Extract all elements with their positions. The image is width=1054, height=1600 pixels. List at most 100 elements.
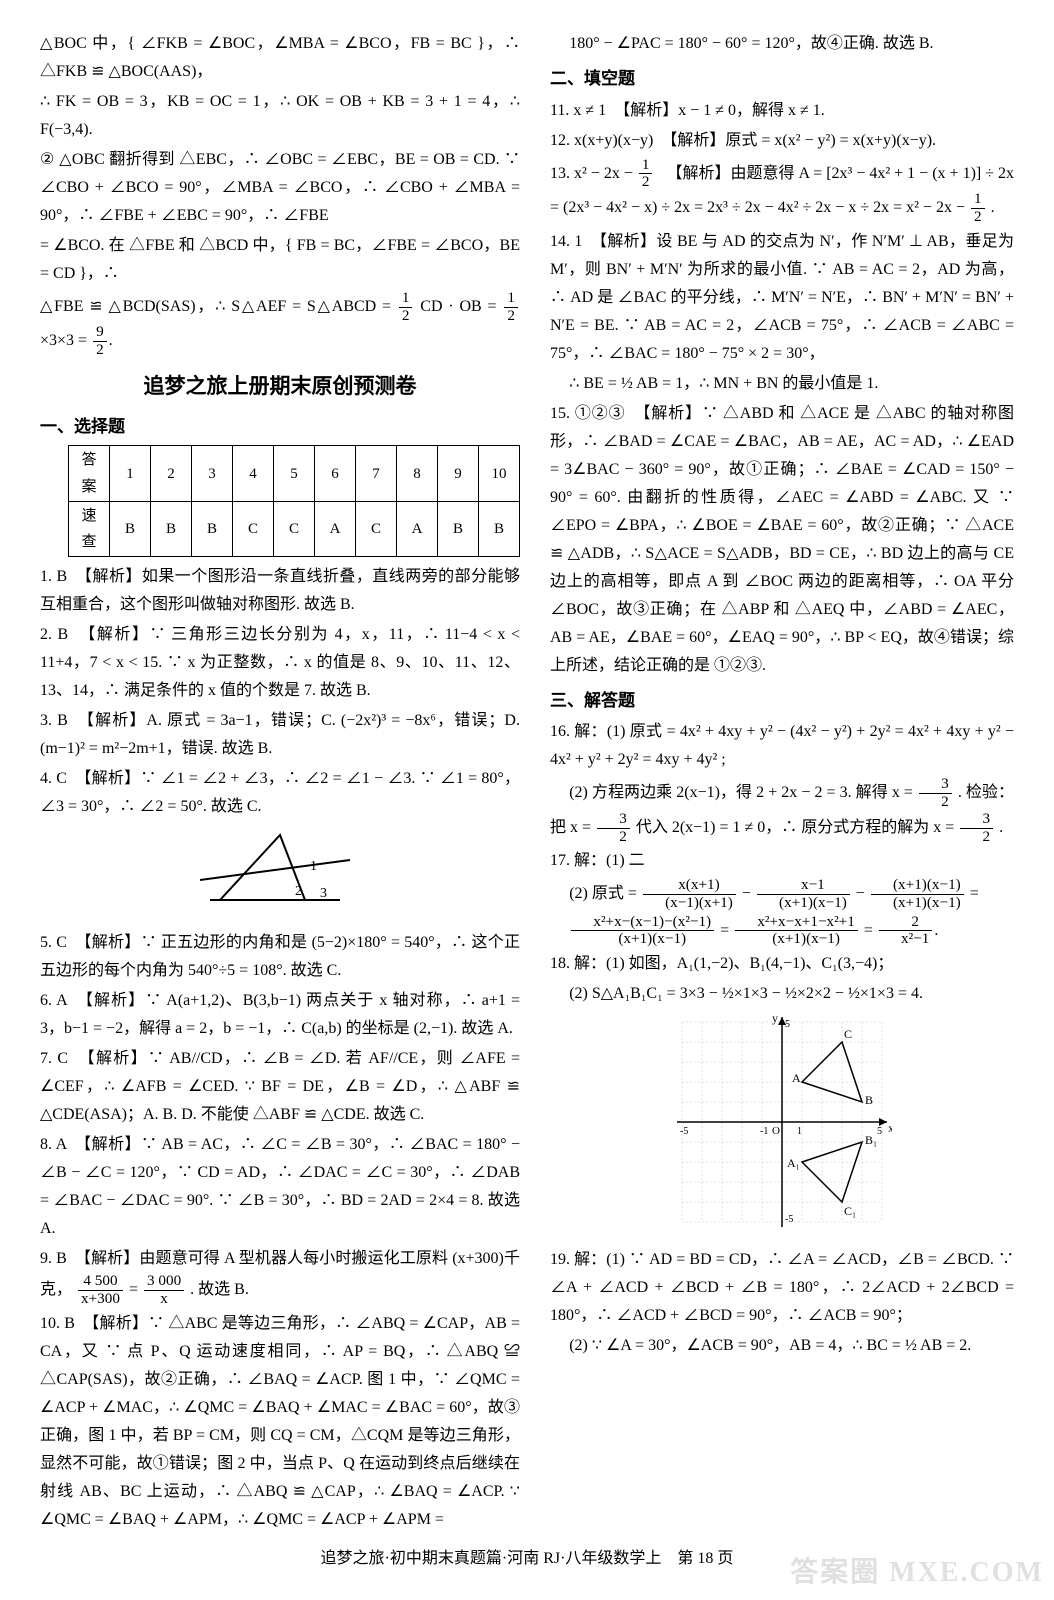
text: (2) 方程两边乘 2(x−1)，得 2 + 2x − 2 = 3. 解得 x … (569, 784, 917, 801)
q9: 9. B 【解析】由题意可得 A 型机器人每小时搬运化工原料 (x+300)千克… (40, 1245, 520, 1307)
fraction: 92 (93, 324, 107, 358)
fraction: 12 (399, 290, 413, 324)
svg-text:5: 5 (877, 1126, 882, 1137)
q17: 17. 解：(1) 二 (550, 847, 1014, 875)
q10: 10. B 【解析】∵ △ABC 是等边三角形，∴ ∠ABQ = ∠CAP，AB… (40, 1310, 520, 1534)
figure-triangle: 1 2 3 (40, 825, 520, 925)
svg-text:A: A (792, 1071, 801, 1085)
th: 8 (397, 446, 438, 502)
svg-text:3: 3 (320, 886, 327, 901)
td: A (315, 501, 356, 557)
q13: 13. x² − 2x − 12 【解析】由题意得 A = [2x³ − 4x²… (550, 157, 1014, 226)
q3: 3. B 【解析】A. 原式 = 3a−1，错误；C. (−2x²)³ = −8… (40, 707, 520, 763)
text: △FBE ≌ △BCD(SAS)，∴ S△AEF = S△ABCD = 12 C… (40, 290, 520, 359)
th: 3 (192, 446, 233, 502)
q16b: (2) 方程两边乘 2(x−1)，得 2 + 2x − 2 = 3. 解得 x … (550, 776, 1014, 845)
q17b: (2) 原式 = x(x+1)(x−1)(x+1) − x−1(x+1)(x−1… (550, 877, 1014, 911)
q15: 15. ①②③ 【解析】∵ △ABD 和 △ACE 是 △ABC 的轴对称图形，… (550, 400, 1014, 680)
q16a: 16. 解：(1) 原式 = 4x² + 4xy + y² − (4x² − y… (550, 718, 1014, 774)
th: 2 (151, 446, 192, 502)
left-column: △BOC 中，{ ∠FKB = ∠BOC，∠MBA = ∠BCO，FB = BC… (40, 30, 520, 1536)
td: C (274, 501, 315, 557)
fraction: 12 (971, 191, 985, 225)
svg-text:A₁: A₁ (787, 1156, 800, 1170)
right-column: 180° − ∠PAC = 180° − 60° = 120°，故④正确. 故选… (550, 30, 1014, 1536)
fraction: x²+x−(x−1)−(x²−1)(x+1)(x−1) (571, 914, 714, 948)
q17c: x²+x−(x−1)−(x²−1)(x+1)(x−1) = x²+x−x+1−x… (550, 914, 1014, 948)
td: C (233, 501, 274, 557)
td: B (438, 501, 479, 557)
fraction: 2x²−1 (879, 914, 933, 948)
subheading-choice: 一、选择题 (40, 412, 520, 442)
svg-text:-5: -5 (680, 1126, 688, 1137)
svg-text:-1: -1 (760, 1126, 768, 1137)
th: 5 (274, 446, 315, 502)
fraction: x²+x−x+1−x²+1(x+1)(x−1) (735, 914, 858, 948)
td: A (397, 501, 438, 557)
q8: 8. A 【解析】∵ AB = AC，∴ ∠C = ∠B = 30°，∴ ∠BA… (40, 1131, 520, 1243)
fraction: 32 (919, 776, 952, 810)
text: . (991, 199, 995, 216)
fraction: x(x+1)(x−1)(x+1) (643, 877, 736, 911)
fraction: (x+1)(x−1)(x+1)(x−1) (871, 877, 964, 911)
text: = ∠BCO. 在 △FBE 和 △BCD 中，{ FB = BC，∠FBE =… (40, 232, 520, 288)
svg-text:B: B (865, 1093, 873, 1107)
svg-text:-5: -5 (785, 1214, 793, 1225)
td: 速查 (69, 501, 110, 557)
q4: 4. C 【解析】∵ ∠1 = ∠2 + ∠3，∴ ∠2 = ∠1 − ∠3. … (40, 765, 520, 821)
text: . (999, 819, 1003, 836)
q7: 7. C 【解析】∵ AB//CD，∴ ∠B = ∠D. 若 AF//CE，则 … (40, 1045, 520, 1129)
text: (2) 原式 = (569, 885, 641, 902)
td: B (110, 501, 151, 557)
q2: 2. B 【解析】∵ 三角形三边长分别为 4，x，11，∴ 11−4 < x <… (40, 621, 520, 705)
text: ② △OBC 翻折得到 △EBC，∴ ∠OBC = ∠EBC，BE = OB =… (40, 146, 520, 230)
td: B (192, 501, 233, 557)
subheading-answer: 三、解答题 (550, 686, 1014, 716)
svg-text:1: 1 (797, 1126, 802, 1137)
th: 10 (479, 446, 520, 502)
text: △FBE ≌ △BCD(SAS)，∴ S△AEF = S△ABCD = (40, 298, 397, 315)
th: 9 (438, 446, 479, 502)
svg-text:O: O (772, 1125, 780, 1137)
svg-text:5: 5 (785, 1019, 790, 1030)
fraction: 3 000x (144, 1273, 184, 1307)
q19b: (2) ∵ ∠A = 30°，∠ACB = 90°，AB = 4，∴ BC = … (550, 1332, 1014, 1360)
fraction: 32 (597, 811, 630, 845)
th: 1 (110, 446, 151, 502)
q14b: ∴ BE = ½ AB = 1，∴ MN + BN 的最小值是 1. (550, 370, 1014, 398)
q14: 14. 1 【解析】设 BE 与 AD 的交点为 N′，作 N′M′ ⊥ AB，… (550, 228, 1014, 368)
footer: 追梦之旅·初中期末真题篇·河南 RJ·八年级数学上 第 18 页 (40, 1544, 1014, 1568)
q5: 5. C 【解析】∵ 正五边形的内角和是 (5−2)×180° = 540°，∴… (40, 929, 520, 985)
th: 4 (233, 446, 274, 502)
th: 7 (356, 446, 397, 502)
text: . 故选 B. (190, 1281, 249, 1298)
q12: 12. x(x+y)(x−y) 【解析】原式 = x(x² − y²) = x(… (550, 127, 1014, 155)
fraction: 12 (504, 290, 518, 324)
figure-coordinate: x y O -5 -1 1 5 5 -5 A B C (550, 1012, 1014, 1242)
fraction: x−1(x+1)(x−1) (757, 877, 850, 911)
td: C (356, 501, 397, 557)
text: 13. x² − 2x − (550, 165, 637, 182)
page: △BOC 中，{ ∠FKB = ∠BOC，∠MBA = ∠BCO，FB = BC… (0, 0, 1054, 1600)
text: 代入 2(x−1) = 1 ≠ 0，∴ 原分式方程的解为 x = (636, 819, 959, 836)
fraction: 32 (960, 811, 993, 845)
text: 180° − ∠PAC = 180° − 60° = 120°，故④正确. 故选… (550, 30, 1014, 58)
subheading-fill: 二、填空题 (550, 64, 1014, 94)
q6: 6. A 【解析】∵ A(a+1,2)、B(3,b−1) 两点关于 x 轴对称，… (40, 987, 520, 1043)
columns: △BOC 中，{ ∠FKB = ∠BOC，∠MBA = ∠BCO，FB = BC… (40, 30, 1014, 1536)
text: ∴ FK = OB = 3，KB = OC = 1，∴ OK = OB + KB… (40, 88, 520, 144)
th: 6 (315, 446, 356, 502)
td: B (479, 501, 520, 557)
svg-text:1: 1 (310, 859, 317, 874)
svg-text:C: C (844, 1027, 852, 1041)
text: △BOC 中，{ ∠FKB = ∠BOC，∠MBA = ∠BCO，FB = BC… (40, 30, 520, 86)
q11: 11. x ≠ 1 【解析】x − 1 ≠ 0，解得 x ≠ 1. (550, 97, 1014, 125)
svg-text:x: x (888, 1121, 892, 1135)
fraction: 4 500x+300 (78, 1273, 123, 1307)
th: 答案 (69, 446, 110, 502)
td: B (151, 501, 192, 557)
svg-text:2: 2 (295, 884, 302, 899)
text: 9. B 【解析】由题意可得 A 型机器人每小时搬运化工原料 (40, 1250, 448, 1267)
q18a: 18. 解：(1) 如图，A₁(1,−2)、B₁(4,−1)、C₁(3,−4)； (550, 950, 1014, 978)
q19a: 19. 解：(1) ∵ AD = BD = CD，∴ ∠A = ∠ACD，∠B … (550, 1246, 1014, 1330)
